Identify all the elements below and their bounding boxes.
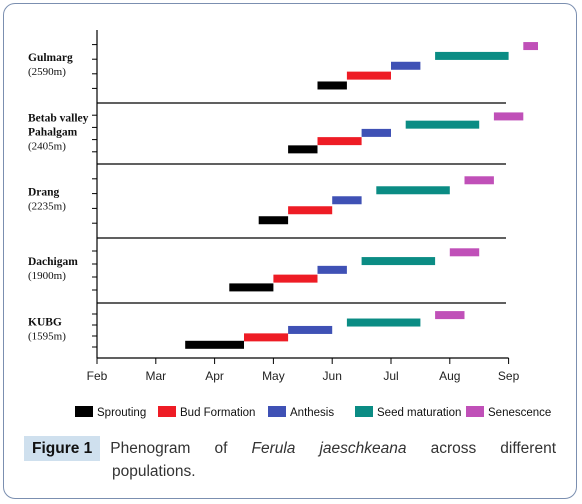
population-name: KUBG <box>28 316 62 328</box>
legend-label-seed-maturation: Seed maturation <box>377 407 461 419</box>
population-name: Drang <box>28 187 60 199</box>
x-tick-label-may: May <box>262 369 285 383</box>
bar-gulmarg-anthesis <box>391 61 421 70</box>
population-altitude: (1900m) <box>28 270 66 282</box>
population-altitude: (1595m) <box>28 330 66 342</box>
bar-drang-sprouting <box>258 216 289 225</box>
bar-drang-seed-maturation <box>376 186 450 195</box>
bar-gulmarg-sprouting <box>317 81 347 90</box>
population-name: Betab valley <box>28 112 89 124</box>
bar-kubg-senescence <box>435 311 465 320</box>
bar-dachigam-anthesis <box>317 265 347 274</box>
legend-label-senescence: Senescence <box>488 407 551 419</box>
population-name: Pahalgam <box>28 126 78 138</box>
bar-dachigam-senescence <box>449 248 480 257</box>
x-tick-label-apr: Apr <box>205 369 224 383</box>
bar-drang-senescence <box>464 176 494 185</box>
legend-label-sprouting: Sprouting <box>97 407 146 419</box>
population-altitude: (2235m) <box>28 201 66 213</box>
x-tick-label-mar: Mar <box>145 369 166 383</box>
bar-betab-valley-sprouting <box>288 145 318 154</box>
legend-label-anthesis: Anthesis <box>290 407 334 419</box>
bar-gulmarg-seed-maturation <box>435 51 509 60</box>
bar-betab-valley-seed-maturation <box>405 120 480 129</box>
legend-swatch-senescence <box>466 406 484 417</box>
caption-text-after: across different <box>430 440 557 457</box>
bar-drang-anthesis <box>332 196 362 205</box>
bar-dachigam-bud-formation <box>273 274 318 283</box>
bar-betab-valley-anthesis <box>361 128 391 137</box>
legend-swatch-bud-formation <box>158 406 176 417</box>
legend-swatch-seed-maturation <box>355 406 373 417</box>
bar-drang-bud-formation <box>288 206 333 215</box>
legend-label-bud-formation: Bud Formation <box>180 407 255 419</box>
bar-dachigam-seed-maturation <box>361 257 436 266</box>
bar-dachigam-sprouting <box>229 283 274 292</box>
population-altitude: (2590m) <box>28 66 66 78</box>
x-tick-label-sep: Sep <box>498 369 520 383</box>
bar-kubg-bud-formation <box>244 333 289 342</box>
caption-text-before: Phenogram of <box>110 440 228 457</box>
population-altitude: (2405m) <box>28 140 66 152</box>
legend-swatch-anthesis <box>268 406 286 417</box>
figure-label: Figure 1 <box>24 436 101 461</box>
bar-kubg-seed-maturation <box>346 318 421 327</box>
population-name: Dachigam <box>28 256 78 268</box>
caption-line-2: populations. <box>112 463 196 480</box>
caption-species: Ferula jaeschkeana <box>251 440 407 457</box>
caption-line-1: Phenogram of Ferula jaeschkeana across d… <box>110 438 556 459</box>
bar-betab-valley-senescence <box>493 112 524 121</box>
x-tick-label-jul: Jul <box>383 369 398 383</box>
legend-swatch-sprouting <box>75 406 93 417</box>
x-tick-label-feb: Feb <box>87 369 108 383</box>
phenogram-chart: Feb Mar Apr May Jun Jul Aug Sep Gulmarg (2590m) Be… <box>28 30 551 419</box>
bar-gulmarg-senescence <box>523 42 538 51</box>
x-tick-label-jun: Jun <box>323 369 342 383</box>
bar-betab-valley-bud-formation <box>317 137 362 146</box>
bar-kubg-sprouting <box>185 340 244 349</box>
x-tick-label-aug: Aug <box>439 369 460 383</box>
bar-kubg-anthesis <box>288 325 333 334</box>
figure-caption: Figure 1 Phenogram of Ferula jaeschkeana… <box>24 436 556 482</box>
bar-gulmarg-bud-formation <box>346 71 391 80</box>
population-name: Gulmarg <box>28 52 73 64</box>
